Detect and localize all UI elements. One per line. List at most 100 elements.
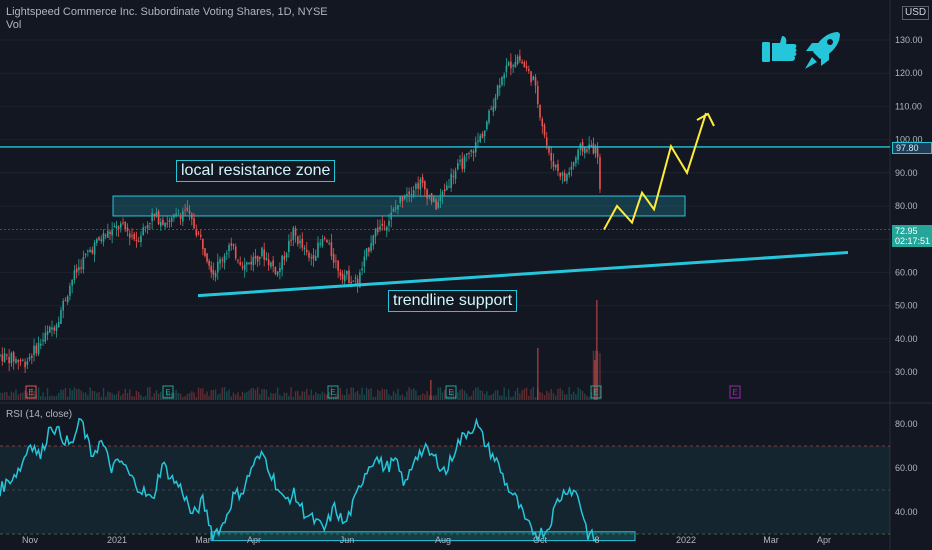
candle-body [448,186,450,188]
candle-body [96,239,98,244]
candle-body [545,137,548,146]
candle-body [128,233,131,238]
candle-body [372,235,375,246]
candle-body [53,327,56,331]
candle-body [188,210,191,214]
candle-body [348,270,350,283]
volume-bar [115,394,118,400]
volume-bar [292,396,295,400]
volume-bar [248,390,250,400]
candle-body [44,333,47,342]
volume-bar [261,389,263,400]
volume-bar [17,394,19,400]
rocket-icon [805,32,840,69]
candle-body [441,191,444,196]
candle-body [186,207,189,211]
volume-bar [151,396,153,400]
volume-bar [33,390,35,400]
candle-body [87,250,89,252]
volume-bar [51,395,53,400]
currency-button[interactable]: USD [902,6,930,20]
time-axis[interactable]: Nov 2021 Mar Apr Jun Aug Oct 8 2022 Mar Apr [22,535,831,545]
volume-bar [228,389,230,400]
volume-bar [126,393,129,400]
candle-body [1,354,4,361]
candle-body [73,270,76,280]
candle-body [279,267,281,273]
candle-body [17,359,20,362]
candle-body [463,156,466,169]
time-tick-label: Apr [817,535,831,545]
candle-body [177,215,180,217]
volume-bar [534,396,537,400]
candle-body [512,65,514,67]
volume-bar [592,350,595,400]
earnings-marker-icon: E [162,385,174,399]
candle-body [359,272,361,288]
candle-body [490,108,492,110]
volume-bar [503,387,505,400]
earnings-marker-glyph: E [165,388,170,397]
volume-bar [359,394,361,400]
volume-bar [1,392,3,400]
candle-body [26,361,29,365]
volume-bar [144,396,147,400]
volume-bar [146,387,149,400]
volume-bar [60,389,62,400]
price-tick-label: 120.00 [895,68,923,78]
rsi-tick-label: 60.00 [895,463,918,473]
volume-bar [523,388,526,400]
volume-bar [356,390,359,400]
candle-body [301,238,304,248]
volume-bar [223,387,226,400]
time-tick-label: Oct [533,535,548,545]
time-tick-label: 8 [594,535,599,545]
rsi-pane[interactable]: 40.00 60.00 80.00 [0,417,918,542]
candle-body [252,257,255,266]
volume-bar [230,396,232,400]
volume-bar [599,353,601,400]
candle-body [3,353,6,363]
candle-body [102,233,105,242]
volume-bar [73,387,76,400]
candle-body [326,239,328,243]
candle-body [577,149,579,160]
candle-body [146,224,149,229]
candle-body [381,223,384,226]
volume-bar [265,389,268,400]
volume-bar [26,392,29,400]
volume-bar [424,394,426,400]
candle-body [42,339,44,342]
candle-body [424,181,426,190]
volume-bar [496,389,499,400]
volume-bar [237,392,239,400]
candle-body [272,260,274,267]
volume-bar [31,388,33,400]
candle-body [354,277,357,279]
candle-body [283,255,286,260]
rsi-tick-label: 40.00 [895,507,918,517]
candle-body [206,253,208,262]
candle-body [403,196,406,199]
volume-bar [129,389,131,400]
candle-body [170,217,173,222]
candle-body [46,331,49,335]
volume-bar [379,391,381,400]
volume-bar [388,394,390,400]
candle-body [142,227,144,236]
volume-bar [395,393,397,400]
volume-bar [290,387,292,400]
volume-bar [575,394,577,400]
candle-body [69,285,71,296]
candle-body [155,212,158,217]
volume-bar [461,389,463,400]
candle-body [465,153,468,155]
candle-body [470,149,473,152]
volume-bar [530,389,532,400]
candle-body [256,256,259,262]
volume-bar [256,387,259,400]
volume-bar [24,390,26,400]
candle-body [8,356,10,364]
volume-bar [197,387,200,400]
